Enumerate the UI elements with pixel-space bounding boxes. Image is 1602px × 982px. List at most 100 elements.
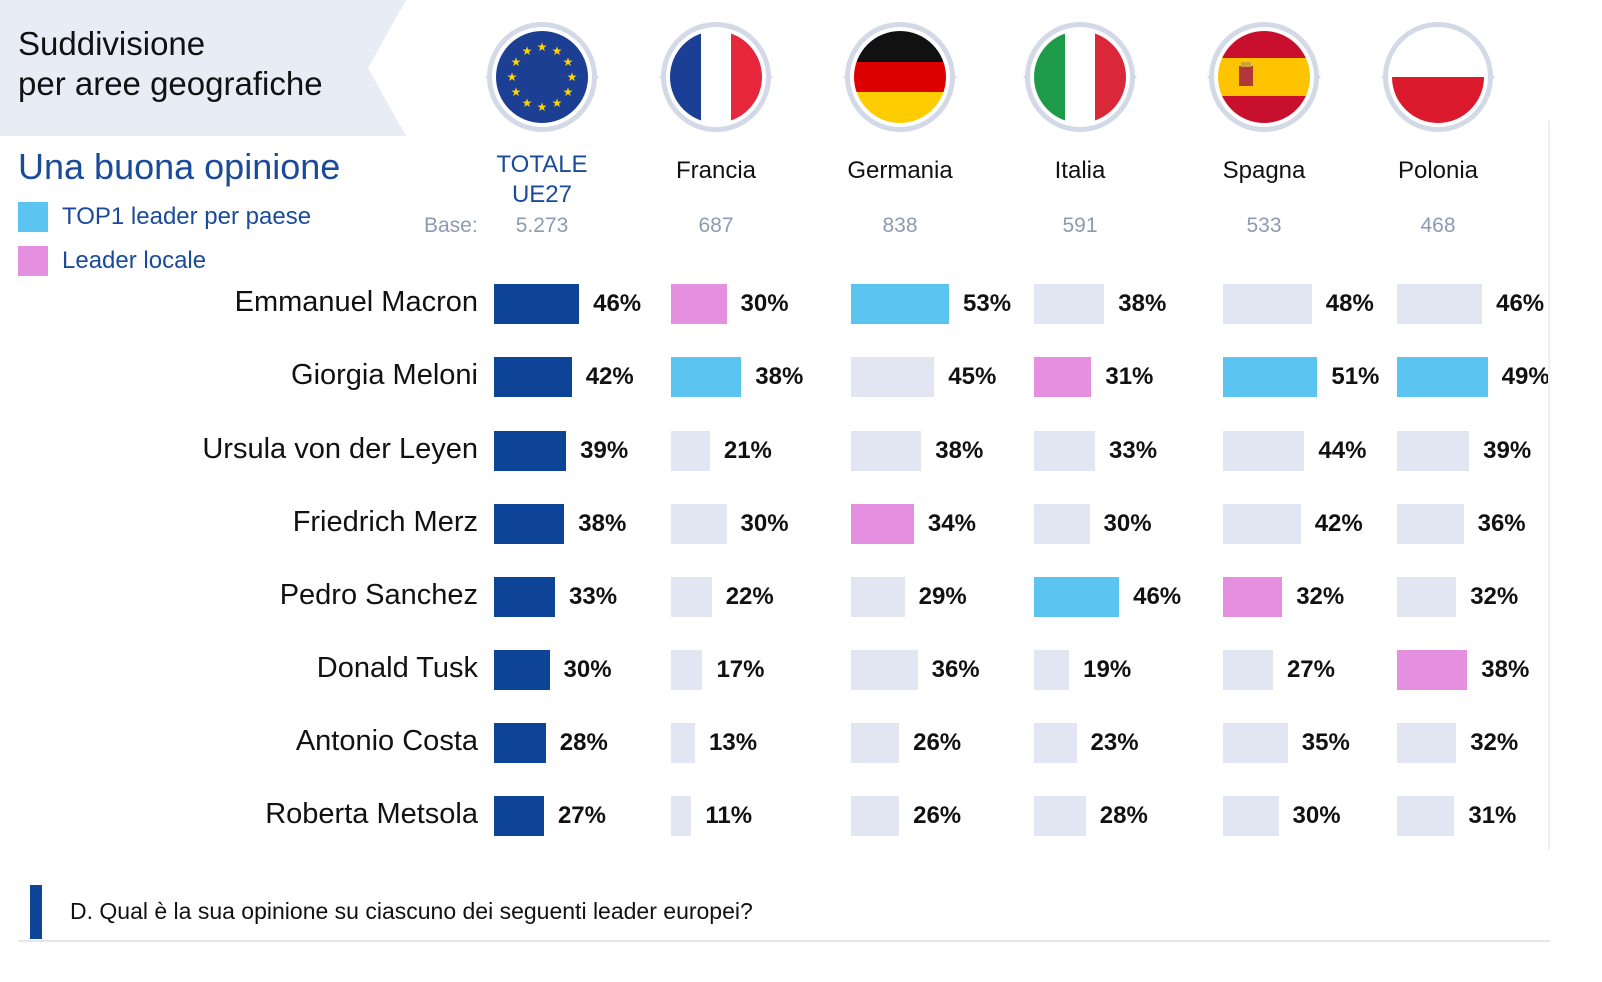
bar-pl-row-3	[1397, 431, 1470, 471]
bar-de-row-6	[851, 650, 918, 690]
value-label: 13%	[709, 729, 758, 756]
bar-de-row-8	[851, 796, 900, 836]
value-label: 48%	[1325, 290, 1374, 317]
bar-fr-row-8	[671, 796, 692, 836]
country-base-count: 5.273	[515, 214, 569, 237]
value-label: 30%	[1103, 510, 1152, 537]
value-label: 28%	[559, 729, 608, 756]
svg-text:★: ★	[511, 55, 522, 69]
bar-it-row-8	[1034, 796, 1086, 836]
bar-pl-row-8	[1397, 796, 1455, 836]
value-label: 51%	[1331, 363, 1380, 390]
value-label: 23%	[1090, 729, 1139, 756]
country-name: TOTALE UE27	[447, 150, 637, 210]
value-label: 17%	[716, 656, 765, 683]
svg-text:★: ★	[567, 70, 578, 84]
flag-it-icon	[1023, 22, 1137, 132]
value-label: 38%	[1118, 290, 1167, 317]
legend-swatch-local	[18, 246, 48, 276]
value-label: 33%	[569, 583, 618, 610]
value-label: 42%	[585, 363, 634, 390]
value-label: 30%	[740, 510, 789, 537]
value-label: 38%	[755, 363, 804, 390]
bar-fr-row-3	[671, 431, 710, 471]
bar-pl-row-5	[1397, 577, 1457, 617]
bar-it-row-6	[1034, 650, 1070, 690]
bar-eu-row-5	[494, 577, 556, 617]
chart-subtitle: Una buona opinione	[18, 146, 341, 187]
svg-text:★: ★	[552, 96, 563, 110]
bar-de-row-2	[851, 357, 935, 397]
value-label: 26%	[913, 802, 962, 829]
bar-fr-row-1	[671, 284, 727, 324]
page-title-line2: per aree geografiche	[18, 65, 323, 102]
value-label: 45%	[948, 363, 997, 390]
bar-eu-row-2	[494, 357, 572, 397]
bar-eu-row-7	[494, 723, 546, 763]
value-label: 27%	[557, 802, 606, 829]
value-label: 46%	[1133, 583, 1182, 610]
value-label: 35%	[1301, 729, 1350, 756]
question-marker	[30, 885, 42, 939]
bar-de-row-4	[851, 504, 914, 544]
flag-es-icon	[1207, 22, 1321, 132]
country-name: Spagna	[1222, 157, 1306, 184]
banner-shape	[0, 0, 406, 136]
value-label: 22%	[725, 583, 774, 610]
country-name: Italia	[1054, 157, 1106, 184]
bar-eu-row-3	[494, 431, 567, 471]
page-title: Suddivisione per aree geografiche	[18, 24, 323, 104]
leader-name: Roberta Metsola	[265, 798, 478, 830]
value-label: 30%	[740, 290, 789, 317]
country-name: Francia	[675, 157, 757, 184]
bar-de-row-3	[851, 431, 922, 471]
value-label: 30%	[1292, 802, 1341, 829]
legend-label-local: Leader locale	[62, 247, 207, 274]
bar-fr-row-5	[671, 577, 712, 617]
bar-de-row-5	[851, 577, 905, 617]
legend-label-top1: TOP1 leader per paese	[62, 203, 312, 230]
value-label: 27%	[1286, 656, 1335, 683]
bar-eu-row-8	[494, 796, 544, 836]
svg-text:★: ★	[522, 44, 533, 58]
right-divider	[1548, 120, 1550, 850]
country-base-count: 838	[882, 214, 918, 237]
bar-es-row-2	[1223, 357, 1318, 397]
bar-fr-row-2	[671, 357, 742, 397]
value-label: 44%	[1318, 437, 1367, 464]
value-label: 34%	[927, 510, 976, 537]
value-label: 32%	[1296, 583, 1345, 610]
legend-top1: TOP1 leader per paese	[18, 202, 311, 232]
flag-fr-icon	[659, 22, 773, 132]
value-label: 38%	[578, 510, 627, 537]
value-label: 53%	[963, 290, 1012, 317]
value-label: 19%	[1083, 656, 1132, 683]
bar-es-row-1	[1223, 284, 1312, 324]
bar-es-row-7	[1223, 723, 1288, 763]
flag-de-icon	[843, 22, 957, 132]
value-label: 38%	[1481, 656, 1530, 683]
bar-pl-row-2	[1397, 357, 1488, 397]
value-label: 46%	[1496, 290, 1545, 317]
bar-fr-row-4	[671, 504, 727, 544]
svg-text:★: ★	[552, 44, 563, 58]
value-label: 32%	[1470, 583, 1519, 610]
bar-eu-row-1	[494, 284, 580, 324]
value-label: 46%	[593, 290, 642, 317]
bar-fr-row-7	[671, 723, 696, 763]
value-label: 39%	[580, 437, 629, 464]
legend-swatch-top1	[18, 202, 48, 232]
leader-name: Emmanuel Macron	[234, 286, 478, 318]
value-label: 11%	[705, 802, 753, 829]
value-label: 29%	[918, 583, 967, 610]
bar-it-row-5	[1034, 577, 1120, 617]
leader-name: Friedrich Merz	[292, 506, 478, 538]
legend-local: Leader locale	[18, 246, 206, 276]
country-name-line1: TOTALE	[496, 151, 588, 178]
country-name: Germania	[847, 157, 953, 184]
value-label: 36%	[1477, 510, 1526, 537]
bar-it-row-3	[1034, 431, 1096, 471]
bar-de-row-1	[851, 284, 950, 324]
bar-es-row-3	[1223, 431, 1305, 471]
bar-pl-row-4	[1397, 504, 1464, 544]
